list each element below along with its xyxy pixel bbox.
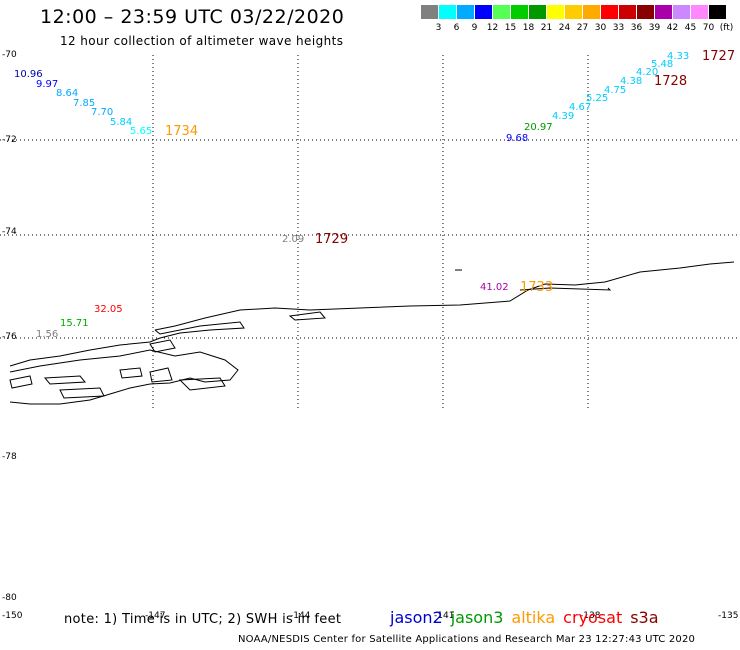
wave-height-value: 32.05 bbox=[94, 304, 123, 315]
color-swatch bbox=[601, 5, 618, 19]
color-swatch bbox=[709, 5, 726, 19]
satellite-legend-item: jason2 bbox=[390, 608, 443, 627]
wave-height-value: 41.02 bbox=[480, 282, 509, 293]
color-swatch bbox=[583, 5, 600, 19]
color-swatch bbox=[529, 5, 546, 19]
wave-height-value: 5.25 bbox=[586, 93, 609, 104]
satellite-legend-item: cryosat bbox=[563, 608, 623, 627]
pass-time-label: 1733 bbox=[520, 280, 554, 295]
pass-time-label: 1734 bbox=[165, 124, 199, 139]
color-scale-label: 27 bbox=[576, 23, 589, 33]
color-scale-label: 24 bbox=[558, 23, 571, 33]
wave-height-value: 9.97 bbox=[36, 79, 59, 90]
lat-label-72: -72 bbox=[2, 135, 17, 145]
wave-height-value: 4.75 bbox=[604, 85, 627, 96]
wave-height-value: 5.48 bbox=[651, 59, 674, 70]
lon-label-135: -135 bbox=[718, 611, 739, 621]
satellite-legend: jason2 jason3 altika cryosat s3a bbox=[390, 608, 667, 627]
color-scale-label: 70 bbox=[702, 23, 715, 33]
map-subtitle: 12 hour collection of altimeter wave hei… bbox=[60, 34, 344, 48]
color-swatch bbox=[511, 5, 528, 19]
color-scale-label: 36 bbox=[630, 23, 643, 33]
wave-height-value: 4.20 bbox=[636, 67, 659, 78]
color-swatch bbox=[691, 5, 708, 19]
wave-height-value: 15.71 bbox=[60, 318, 89, 329]
satellite-legend-item: s3a bbox=[630, 608, 659, 627]
lat-label-74: -74 bbox=[2, 227, 17, 237]
wave-height-value: 4.67 bbox=[569, 102, 592, 113]
color-swatch bbox=[439, 5, 456, 19]
color-scale-label: 18 bbox=[522, 23, 535, 33]
lon-label-138: -138 bbox=[580, 611, 601, 621]
color-scale-label: 15 bbox=[504, 23, 517, 33]
color-swatch bbox=[475, 5, 492, 19]
wave-height-value: 2.09 bbox=[282, 234, 305, 245]
color-scale-label: 9 bbox=[471, 23, 478, 33]
lat-label-78: -78 bbox=[2, 452, 17, 462]
color-scale-label: 39 bbox=[648, 23, 661, 33]
wave-height-value: 8.64 bbox=[56, 88, 79, 99]
wave-height-value: 4.39 bbox=[552, 111, 575, 122]
lon-label-150: -150 bbox=[2, 611, 23, 621]
lat-label-80: -80 bbox=[2, 593, 17, 603]
color-swatch bbox=[457, 5, 474, 19]
lon-label-147: -147 bbox=[145, 611, 166, 621]
wave-height-value: 5.65 bbox=[130, 126, 153, 137]
pass-time-label: 1727 bbox=[702, 49, 736, 64]
wave-height-value: 20.97 bbox=[524, 122, 553, 133]
color-swatch bbox=[421, 5, 438, 19]
color-scale-label: 12 bbox=[486, 23, 499, 33]
wave-height-value: 4.33 bbox=[667, 51, 690, 62]
color-scale-label: 30 bbox=[594, 23, 607, 33]
color-scale-label: 45 bbox=[684, 23, 697, 33]
pass-time-label: 1728 bbox=[654, 74, 688, 89]
lat-label-70: -70 bbox=[2, 50, 17, 60]
color-scale-label: 33 bbox=[612, 23, 625, 33]
wave-height-value: 4.38 bbox=[620, 76, 643, 87]
color-scale-label: 21 bbox=[540, 23, 553, 33]
color-swatch bbox=[565, 5, 582, 19]
satellite-legend-item: jason3 bbox=[450, 608, 504, 627]
graticule bbox=[0, 55, 740, 410]
color-scale-label: 3 bbox=[435, 23, 442, 33]
color-scale-label: (ft) bbox=[719, 23, 734, 33]
color-scale-label: 42 bbox=[666, 23, 679, 33]
satellite-legend-item: altika bbox=[511, 608, 556, 627]
lon-label-144: -144 bbox=[290, 611, 311, 621]
credit-line: NOAA/NESDIS Center for Satellite Applica… bbox=[238, 634, 696, 645]
map-title: 12:00 – 23:59 UTC 03/22/2020 bbox=[40, 6, 345, 28]
wave-height-value: 7.85 bbox=[73, 98, 96, 109]
coastline bbox=[9, 261, 735, 405]
lat-label-76: -76 bbox=[2, 332, 17, 342]
wave-height-value: 1.56 bbox=[36, 329, 59, 340]
color-scale-label: 6 bbox=[453, 23, 460, 33]
wave-height-value: 5.84 bbox=[110, 117, 133, 128]
color-swatch bbox=[547, 5, 564, 19]
footer-note: note: 1) Time is in UTC; 2) SWH is in fe… bbox=[64, 612, 342, 627]
color-swatch bbox=[673, 5, 690, 19]
lon-label-141: -141 bbox=[434, 611, 455, 621]
color-swatch bbox=[493, 5, 510, 19]
wave-height-value: 7.70 bbox=[91, 107, 114, 118]
color-swatch bbox=[655, 5, 672, 19]
color-swatch bbox=[637, 5, 654, 19]
wave-height-value: 10.96 bbox=[14, 69, 43, 80]
color-swatch bbox=[619, 5, 636, 19]
pass-time-label: 1729 bbox=[315, 232, 349, 247]
wave-height-value: 9.68 bbox=[506, 133, 529, 144]
